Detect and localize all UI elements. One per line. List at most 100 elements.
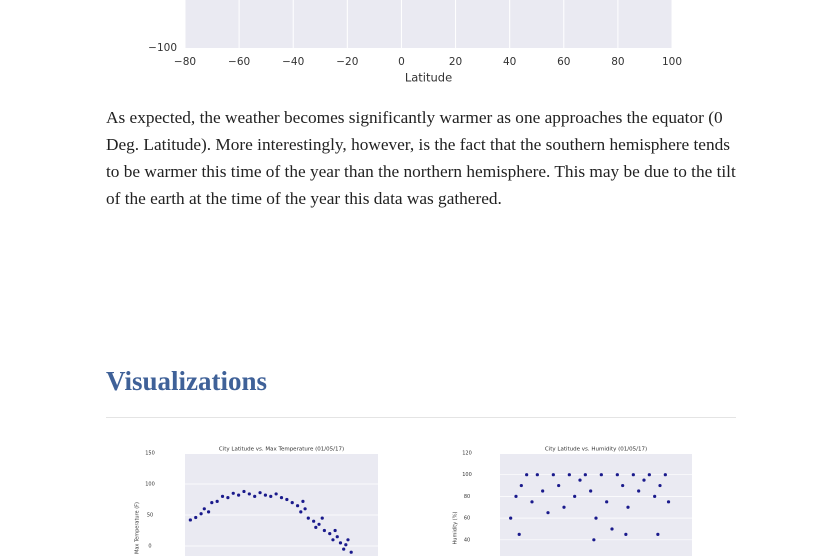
- x-tick-label: 80: [611, 56, 624, 68]
- y-tick-label: 40: [464, 537, 470, 543]
- point: [314, 525, 318, 530]
- point: [573, 494, 577, 498]
- point: [328, 532, 332, 536]
- point: [206, 510, 211, 514]
- point: [301, 499, 305, 503]
- point: [519, 483, 523, 488]
- x-tick-label: −40: [282, 56, 304, 68]
- y-tick-label: 150: [145, 451, 155, 457]
- point: [253, 494, 257, 498]
- point: [342, 547, 346, 551]
- x-axis-label: Latitude: [405, 71, 452, 85]
- point: [338, 541, 343, 545]
- point: [551, 473, 555, 477]
- point: [631, 473, 635, 477]
- point: [567, 473, 571, 477]
- point: [517, 532, 521, 536]
- y-tick-label: 60: [464, 516, 470, 522]
- point: [546, 511, 550, 515]
- point: [541, 489, 545, 493]
- y-axis-label: Max Temperature (F): [135, 502, 141, 554]
- x-tick-label: −80: [174, 56, 196, 68]
- point: [610, 527, 614, 531]
- point: [274, 492, 278, 496]
- point: [317, 522, 321, 526]
- point: [215, 499, 219, 503]
- point: [312, 519, 316, 523]
- point: [295, 504, 300, 508]
- point: [583, 473, 587, 477]
- point: [626, 505, 630, 509]
- x-tick-label: 20: [449, 56, 462, 68]
- point: [599, 473, 603, 477]
- point: [320, 516, 324, 520]
- x-tick-label: 0: [398, 56, 405, 68]
- point: [220, 494, 225, 498]
- point: [509, 516, 513, 520]
- point: [615, 473, 619, 477]
- point: [231, 491, 235, 495]
- point: [202, 507, 206, 511]
- point: [285, 497, 289, 502]
- point: [322, 528, 326, 533]
- point: [199, 512, 203, 516]
- point: [258, 491, 262, 495]
- point: [592, 538, 596, 542]
- x-tick-label: 40: [503, 56, 516, 68]
- point: [535, 473, 539, 477]
- point: [530, 500, 534, 504]
- point: [578, 478, 582, 482]
- point: [226, 496, 230, 500]
- point: [188, 518, 192, 522]
- y-tick-label: 120: [462, 451, 472, 457]
- point: [637, 489, 641, 493]
- point: [594, 516, 598, 520]
- point: [335, 535, 339, 539]
- x-tick-label: 60: [557, 56, 570, 68]
- y-tick-label: 0: [148, 544, 151, 550]
- section-heading: Visualizations: [106, 366, 268, 396]
- point: [237, 493, 241, 497]
- point: [525, 473, 529, 477]
- point: [653, 494, 657, 498]
- point: [557, 483, 561, 488]
- chart-title: City Latitude vs. Max Temperature (01/05…: [219, 447, 344, 453]
- point: [299, 510, 303, 514]
- point: [349, 550, 353, 554]
- point: [666, 500, 671, 504]
- point: [624, 532, 628, 536]
- y-axis-label: Humidity (%): [453, 511, 459, 544]
- x-tick-label: −20: [336, 56, 358, 68]
- plot-area: [185, 454, 378, 556]
- y-tick-label: −100: [148, 42, 177, 54]
- point: [279, 496, 284, 500]
- point: [562, 505, 566, 509]
- point: [605, 500, 609, 504]
- point: [621, 483, 625, 488]
- divider: [106, 417, 736, 418]
- point: [589, 489, 593, 493]
- x-tick-label: 100: [662, 56, 682, 68]
- y-tick-label: 80: [464, 494, 470, 500]
- point: [331, 538, 335, 542]
- point: [514, 494, 518, 498]
- x-tick-label: −60: [228, 56, 250, 68]
- y-tick-label: 50: [147, 513, 153, 519]
- point: [247, 492, 251, 496]
- point: [194, 515, 198, 520]
- point: [269, 494, 273, 498]
- point: [306, 516, 310, 520]
- point: [642, 478, 646, 482]
- plot-area: [500, 454, 692, 556]
- point: [303, 507, 307, 511]
- point: [210, 501, 214, 505]
- point: [333, 528, 337, 533]
- point: [344, 543, 348, 547]
- y-tick-label: 100: [462, 472, 472, 478]
- point: [658, 483, 662, 488]
- plot-area: [185, 0, 672, 48]
- point: [346, 538, 350, 542]
- paragraph: As expected, the weather becomes signifi…: [106, 108, 736, 208]
